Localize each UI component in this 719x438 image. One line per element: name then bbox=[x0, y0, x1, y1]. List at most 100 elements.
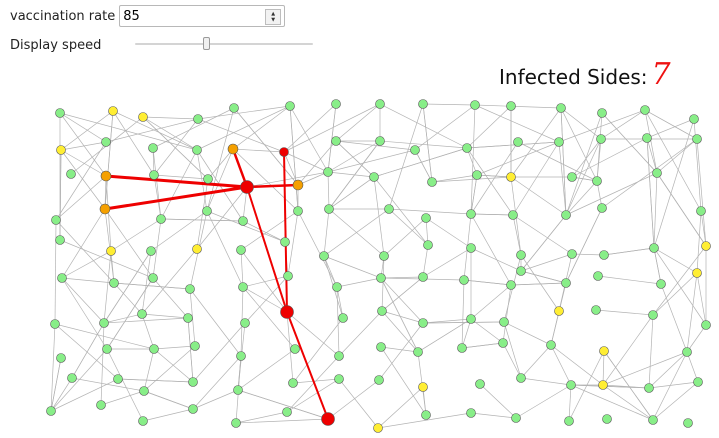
healthy-node[interactable] bbox=[499, 317, 509, 327]
healthy-node[interactable] bbox=[376, 273, 386, 283]
display-speed-slider-thumb[interactable] bbox=[203, 37, 210, 50]
healthy-node[interactable] bbox=[109, 278, 119, 288]
healthy-node[interactable] bbox=[554, 137, 564, 147]
healthy-node[interactable] bbox=[50, 319, 60, 329]
healthy-node[interactable] bbox=[498, 338, 508, 348]
healthy-node[interactable] bbox=[293, 206, 303, 216]
healthy-node[interactable] bbox=[459, 275, 469, 285]
healthy-node[interactable] bbox=[238, 216, 248, 226]
healthy-node[interactable] bbox=[384, 204, 394, 214]
healthy-node[interactable] bbox=[696, 206, 706, 216]
healthy-node[interactable] bbox=[597, 203, 607, 213]
healthy-node[interactable] bbox=[229, 103, 239, 113]
healthy-node[interactable] bbox=[236, 245, 246, 255]
healthy-node[interactable] bbox=[202, 206, 212, 216]
healthy-node[interactable] bbox=[233, 385, 243, 395]
healthy-node[interactable] bbox=[421, 410, 431, 420]
healthy-node[interactable] bbox=[648, 415, 658, 425]
infected-node[interactable] bbox=[279, 147, 289, 157]
healthy-node[interactable] bbox=[652, 168, 662, 178]
healthy-node[interactable] bbox=[374, 375, 384, 385]
healthy-node[interactable] bbox=[683, 418, 693, 428]
healthy-node[interactable] bbox=[561, 278, 571, 288]
number-spinner[interactable]: ▲ ▼ bbox=[265, 9, 282, 25]
healthy-node[interactable] bbox=[57, 273, 67, 283]
healthy-node[interactable] bbox=[508, 210, 518, 220]
vaccinated-node[interactable] bbox=[599, 346, 609, 356]
healthy-node[interactable] bbox=[457, 343, 467, 353]
healthy-node[interactable] bbox=[338, 313, 348, 323]
healthy-node[interactable] bbox=[592, 176, 602, 186]
healthy-node[interactable] bbox=[46, 406, 56, 416]
exposed-node[interactable] bbox=[227, 143, 239, 155]
healthy-node[interactable] bbox=[334, 351, 344, 361]
healthy-node[interactable] bbox=[190, 341, 200, 351]
vaccinated-node[interactable] bbox=[106, 246, 116, 256]
exposed-node[interactable] bbox=[99, 203, 111, 215]
healthy-node[interactable] bbox=[193, 114, 203, 124]
healthy-node[interactable] bbox=[238, 282, 248, 292]
healthy-node[interactable] bbox=[290, 344, 300, 354]
healthy-node[interactable] bbox=[644, 383, 654, 393]
healthy-node[interactable] bbox=[593, 271, 603, 281]
vaccination-rate-input[interactable] bbox=[120, 6, 267, 26]
healthy-node[interactable] bbox=[55, 108, 65, 118]
healthy-node[interactable] bbox=[599, 250, 609, 260]
healthy-node[interactable] bbox=[379, 251, 389, 261]
healthy-node[interactable] bbox=[280, 237, 290, 247]
healthy-node[interactable] bbox=[183, 313, 193, 323]
healthy-node[interactable] bbox=[462, 143, 472, 153]
healthy-node[interactable] bbox=[516, 266, 526, 276]
healthy-node[interactable] bbox=[375, 136, 385, 146]
healthy-node[interactable] bbox=[423, 240, 433, 250]
vaccinated-node[interactable] bbox=[418, 382, 428, 392]
healthy-node[interactable] bbox=[556, 103, 566, 113]
healthy-node[interactable] bbox=[282, 407, 292, 417]
healthy-node[interactable] bbox=[418, 99, 428, 109]
healthy-node[interactable] bbox=[319, 251, 329, 261]
healthy-node[interactable] bbox=[472, 170, 482, 180]
healthy-node[interactable] bbox=[689, 114, 699, 124]
spin-up-icon[interactable]: ▲ bbox=[271, 11, 276, 17]
vaccinated-node[interactable] bbox=[692, 268, 702, 278]
healthy-node[interactable] bbox=[418, 272, 428, 282]
healthy-node[interactable] bbox=[331, 136, 341, 146]
healthy-node[interactable] bbox=[138, 416, 148, 426]
healthy-node[interactable] bbox=[418, 318, 428, 328]
healthy-node[interactable] bbox=[413, 347, 423, 357]
exposed-node[interactable] bbox=[100, 170, 112, 182]
healthy-node[interactable] bbox=[236, 351, 246, 361]
healthy-node[interactable] bbox=[567, 249, 577, 259]
healthy-node[interactable] bbox=[369, 172, 379, 182]
healthy-node[interactable] bbox=[102, 344, 112, 354]
healthy-node[interactable] bbox=[656, 279, 666, 289]
vaccinated-node[interactable] bbox=[192, 244, 202, 254]
healthy-node[interactable] bbox=[692, 134, 702, 144]
healthy-node[interactable] bbox=[513, 137, 523, 147]
healthy-node[interactable] bbox=[56, 353, 66, 363]
spin-down-icon[interactable]: ▼ bbox=[271, 17, 276, 23]
healthy-node[interactable] bbox=[146, 246, 156, 256]
healthy-node[interactable] bbox=[648, 310, 658, 320]
healthy-node[interactable] bbox=[376, 342, 386, 352]
healthy-node[interactable] bbox=[591, 305, 601, 315]
healthy-node[interactable] bbox=[156, 214, 166, 224]
vaccinated-node[interactable] bbox=[506, 172, 516, 182]
healthy-node[interactable] bbox=[546, 340, 556, 350]
healthy-node[interactable] bbox=[642, 133, 652, 143]
healthy-node[interactable] bbox=[240, 318, 250, 328]
healthy-node[interactable] bbox=[55, 235, 65, 245]
healthy-node[interactable] bbox=[410, 145, 420, 155]
healthy-node[interactable] bbox=[148, 143, 158, 153]
vaccination-rate-field[interactable]: ▲ ▼ bbox=[119, 5, 286, 27]
healthy-node[interactable] bbox=[682, 347, 692, 357]
healthy-node[interactable] bbox=[231, 418, 241, 428]
vaccinated-node[interactable] bbox=[554, 306, 564, 316]
healthy-node[interactable] bbox=[185, 284, 195, 294]
healthy-node[interactable] bbox=[596, 134, 606, 144]
healthy-node[interactable] bbox=[516, 373, 526, 383]
vaccinated-node[interactable] bbox=[598, 380, 608, 390]
healthy-node[interactable] bbox=[466, 408, 476, 418]
vaccinated-node[interactable] bbox=[701, 241, 711, 251]
healthy-node[interactable] bbox=[421, 213, 431, 223]
